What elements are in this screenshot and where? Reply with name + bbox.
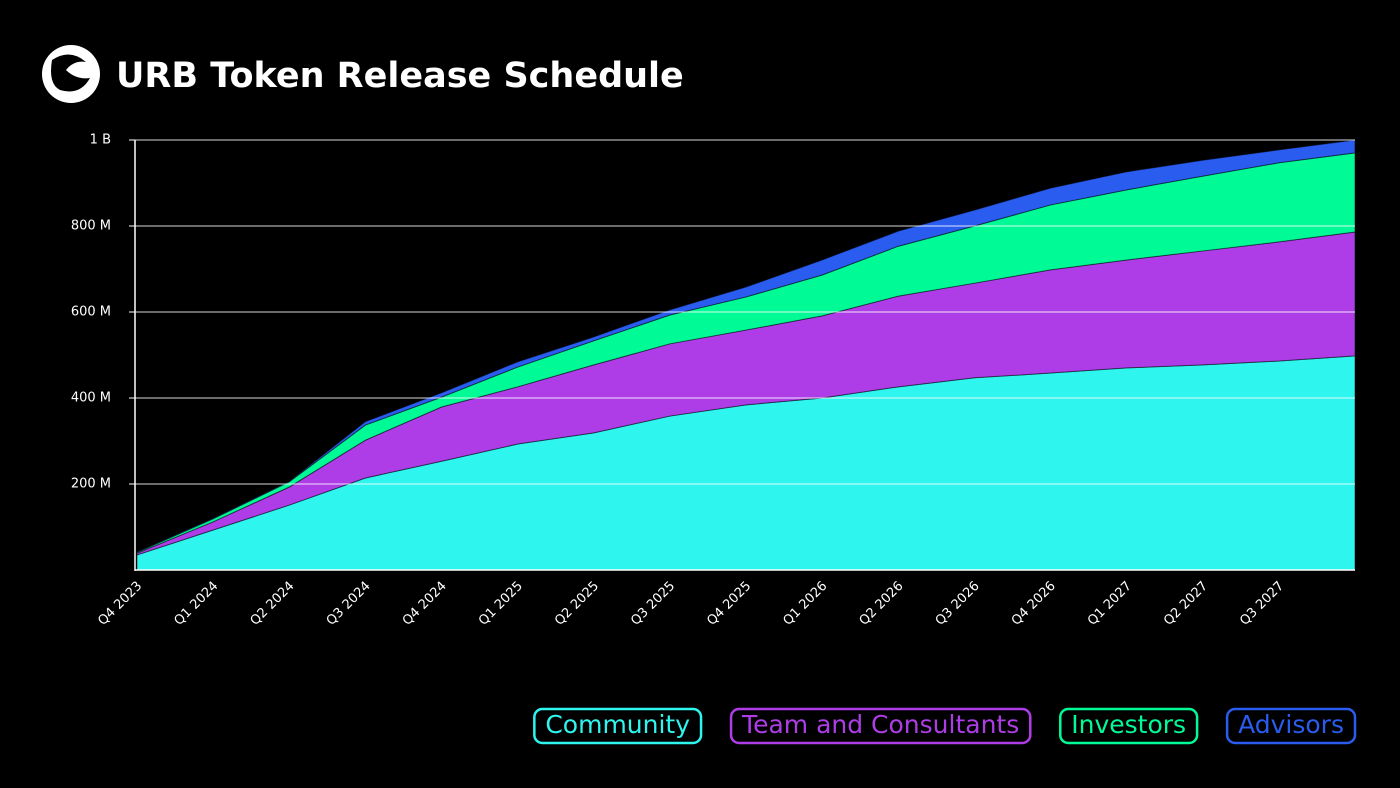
- legend-item: Community: [533, 707, 703, 745]
- x-tick-label: Q1 2025: [476, 579, 526, 629]
- legend-item: Team and Consultants: [729, 707, 1032, 745]
- y-tick-label: 400 M: [71, 391, 111, 406]
- x-tick-label: Q1 2024: [171, 579, 221, 629]
- legend-item: Investors: [1059, 707, 1199, 745]
- x-tick-label: Q3 2025: [628, 579, 678, 629]
- x-tick-label: Q4 2026: [1009, 579, 1059, 629]
- legend-box: [533, 707, 703, 745]
- legend-label: Investors: [1071, 710, 1186, 739]
- y-tick-label: 600 M: [71, 305, 111, 320]
- y-tick-label: 1 B: [90, 133, 111, 148]
- chart-title: URB Token Release Schedule: [116, 56, 684, 96]
- legend-box: [729, 707, 1032, 745]
- x-tick-label: Q3 2026: [933, 579, 983, 629]
- legend-box: [1225, 707, 1357, 745]
- x-tick-label: Q2 2026: [857, 579, 907, 629]
- x-tick-label: Q1 2027: [1085, 579, 1135, 629]
- logo: [42, 45, 100, 103]
- y-tick-label: 800 M: [71, 219, 111, 234]
- area: [136, 139, 1356, 554]
- legend-label: Team and Consultants: [741, 710, 1019, 739]
- legend-item: Advisors: [1225, 707, 1357, 745]
- y-tick-label: 200 M: [71, 477, 111, 492]
- x-tick-label: Q2 2025: [552, 579, 602, 629]
- x-tick-label: Q4 2025: [704, 579, 754, 629]
- x-tick-label: Q4 2024: [400, 579, 450, 629]
- legend-label: Advisors: [1238, 710, 1344, 739]
- x-tick-label: Q2 2024: [248, 579, 298, 629]
- x-tick-label: Q4 2023: [95, 579, 145, 629]
- x-tick-label: Q2 2027: [1161, 579, 1211, 629]
- legend-label: Community: [545, 710, 690, 739]
- x-tick-label: Q1 2026: [780, 579, 830, 629]
- x-tick-label: Q3 2024: [324, 579, 374, 629]
- x-tick-label: Q3 2027: [1237, 579, 1287, 629]
- legend-box: [1059, 707, 1199, 745]
